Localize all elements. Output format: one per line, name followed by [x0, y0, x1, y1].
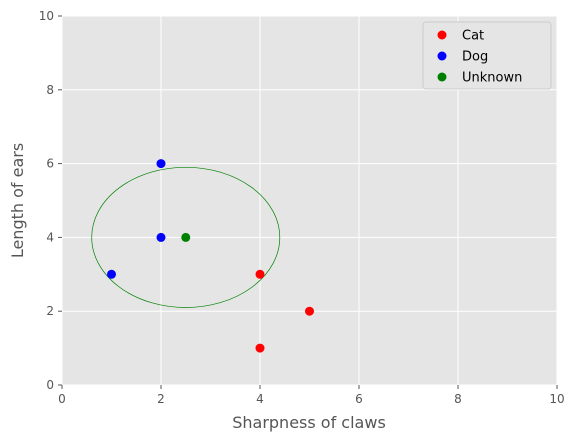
legend-label-unknown: Unknown	[462, 71, 522, 86]
dog-point	[156, 232, 166, 242]
legend: Cat Dog Unknown	[422, 21, 552, 90]
dog-point	[156, 159, 166, 169]
legend-marker-dog	[437, 51, 447, 61]
x-axis-label: Sharpness of claws	[232, 413, 386, 432]
data-points	[107, 159, 314, 353]
legend-label-dog: Dog	[462, 50, 488, 65]
y-tick-label: 0	[46, 378, 54, 392]
legend-marker-unknown	[437, 72, 447, 82]
x-tick-label: 6	[355, 392, 363, 406]
dog-point	[107, 269, 116, 279]
y-tick-label: 8	[46, 83, 54, 97]
y-tick-label: 2	[46, 304, 54, 318]
x-tick-label: 8	[454, 392, 462, 406]
unknown-point	[181, 232, 191, 242]
y-tick-label: 4	[46, 230, 54, 244]
legend-marker-cat	[437, 30, 447, 40]
axis-ticks: 0 2 4 6 8 10 0 2 4 6 8 10	[39, 9, 565, 406]
y-axis-label: Length of ears	[8, 143, 27, 258]
legend-box	[422, 21, 552, 90]
x-tick-label: 4	[256, 392, 264, 406]
legend-label-cat: Cat	[462, 29, 484, 44]
grid-lines	[61, 15, 558, 386]
x-tick-label: 10	[549, 392, 564, 406]
cat-point	[305, 306, 314, 316]
y-tick-label: 10	[39, 9, 54, 23]
x-tick-label: 2	[157, 392, 165, 406]
neighborhood-circle	[91, 166, 281, 308]
annotations	[91, 166, 281, 308]
x-tick-label: 0	[58, 392, 66, 406]
cat-point	[255, 269, 265, 279]
y-tick-label: 6	[46, 157, 54, 171]
cat-point	[255, 343, 265, 353]
